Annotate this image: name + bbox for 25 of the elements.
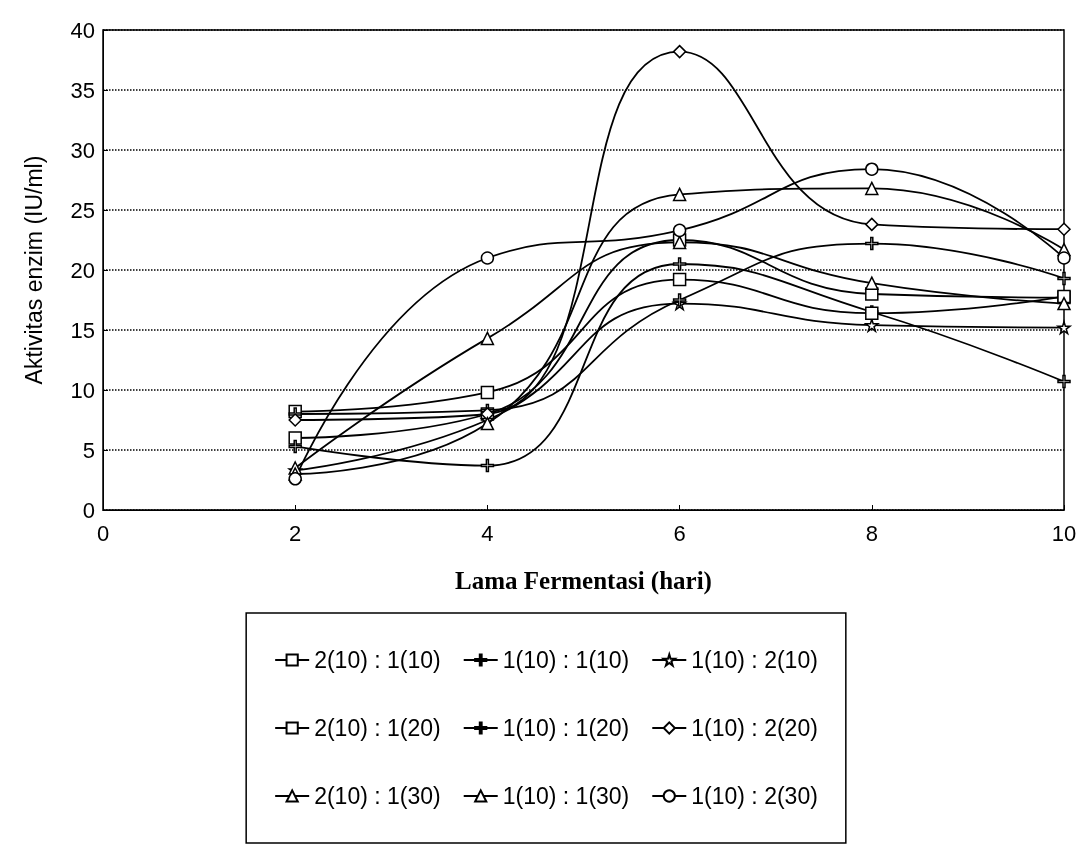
y-tick-label: 5 xyxy=(82,437,95,463)
x-tick-label: 6 xyxy=(673,520,686,546)
legend-label: 2(10) : 1(30) xyxy=(314,783,441,809)
x-tick-label: 8 xyxy=(865,520,878,546)
legend-label: 1(10) : 1(30) xyxy=(502,783,630,809)
y-tick-label: 35 xyxy=(70,77,95,103)
x-tick-label: 10 xyxy=(1051,520,1077,546)
legend-label: 1(10) : 2(10) xyxy=(691,647,818,673)
y-tick-label: 20 xyxy=(70,257,95,283)
y-tick-label: 25 xyxy=(70,197,95,223)
x-tick-label: 2 xyxy=(289,520,302,546)
x-tick-label: 4 xyxy=(481,520,494,546)
legend-label: 1(10) : 1(10) xyxy=(502,647,630,673)
legend-label: 2(10) : 1(20) xyxy=(314,715,441,741)
y-tick-label: 40 xyxy=(70,17,95,43)
y-tick-label: 0 xyxy=(82,497,95,523)
y-axis-title: Aktivitas enzim (IU/ml) xyxy=(20,155,47,385)
y-tick-label: 30 xyxy=(70,137,95,163)
y-tick-label: 10 xyxy=(70,377,95,403)
legend-label: 1(10) : 2(20) xyxy=(691,715,818,741)
legend-label: 1(10) : 2(30) xyxy=(691,783,818,809)
x-axis-title: Lama Fermentasi (hari) xyxy=(455,567,712,595)
y-tick-label: 15 xyxy=(70,317,95,343)
legend-label: 1(10) : 1(20) xyxy=(502,715,630,741)
legend-label: 2(10) : 1(10) xyxy=(314,647,441,673)
